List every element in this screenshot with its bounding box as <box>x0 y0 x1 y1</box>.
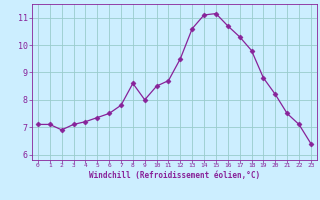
X-axis label: Windchill (Refroidissement éolien,°C): Windchill (Refroidissement éolien,°C) <box>89 171 260 180</box>
